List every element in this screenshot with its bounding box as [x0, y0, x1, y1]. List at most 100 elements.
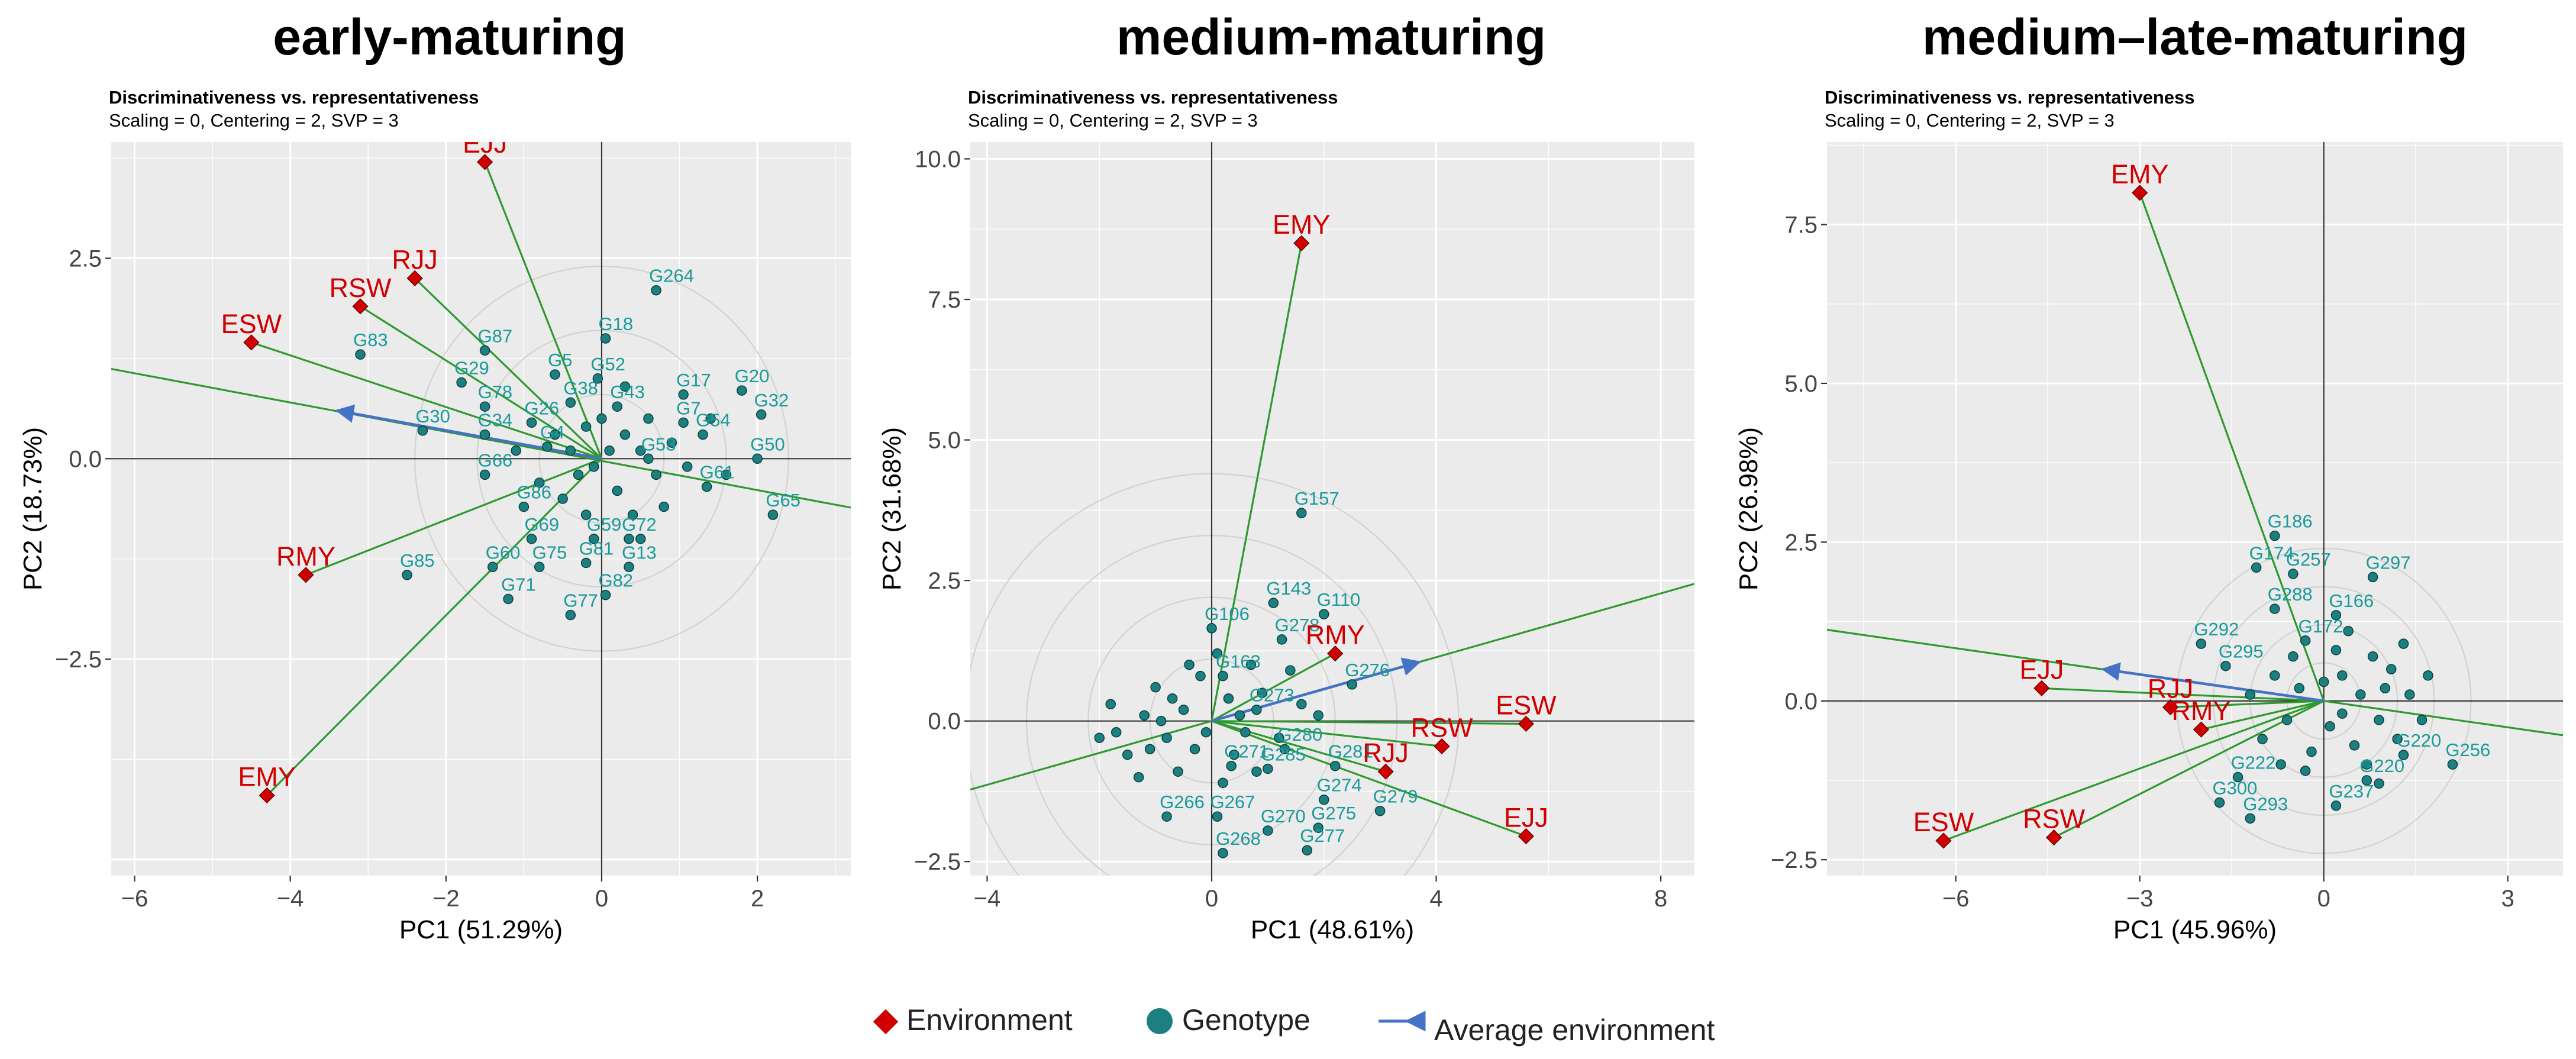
genotype-point: [1234, 710, 1245, 721]
genotype-point: [1319, 794, 1329, 805]
genotype-point: [2349, 740, 2360, 751]
genotype-point: [1139, 710, 1150, 721]
panel-subtitle-bold: Discriminativeness vs. representativenes…: [109, 87, 479, 108]
genotype-point: [542, 441, 553, 452]
genotype-point: [2300, 766, 2311, 776]
x-tick-label: 8: [1654, 886, 1667, 912]
environment-vector: [1210, 243, 1303, 721]
genotype-point: [612, 401, 623, 412]
genotype-point: [589, 461, 599, 472]
genotype-point: [526, 534, 537, 544]
genotype-point: [580, 509, 592, 520]
genotype-point: [355, 349, 366, 360]
genotype-label: G4: [540, 422, 564, 443]
genotype-label: G110: [1317, 589, 1361, 610]
x-tick-label: −6: [1942, 886, 1970, 912]
genotype-point: [526, 417, 537, 428]
genotype-point: [573, 469, 584, 480]
genotype-point: [2318, 676, 2329, 687]
genotype-point: [2374, 778, 2384, 789]
genotype-point: [1240, 727, 1251, 738]
genotype-point: [624, 561, 634, 573]
environment-marker: [1327, 645, 1344, 662]
y-tick-label: 7.5: [928, 287, 961, 313]
environment-vector: [266, 458, 603, 796]
genotype-point: [534, 561, 545, 573]
environment-vector: [414, 277, 603, 460]
genotype-label: G85: [400, 550, 435, 571]
genotype-label: G86: [517, 482, 551, 503]
genotype-point: [624, 534, 634, 544]
genotype-label: G17: [676, 370, 711, 390]
genotype-label: G256: [2445, 740, 2490, 760]
genotype-point: [2343, 625, 2354, 637]
environment-vector: [1211, 653, 1336, 722]
genotype-label: G20: [735, 366, 770, 386]
environment-vector: [2201, 700, 2325, 731]
y-tick-label: −2.5: [914, 849, 961, 875]
genotype-label: G174: [2249, 543, 2294, 563]
genotype-point: [1206, 623, 1217, 634]
environment-marker: [243, 334, 260, 351]
y-axis-label: PC2 (31.68%): [877, 427, 906, 590]
genotype-label: G266: [1160, 792, 1205, 812]
average-environment-arrow: [2101, 662, 2325, 702]
genotype-point: [479, 469, 490, 480]
genotype-point: [1150, 682, 1161, 693]
genotype-point: [1111, 727, 1122, 738]
genotype-point: [767, 509, 779, 520]
genotype-label: G295: [2219, 641, 2264, 662]
genotype-point: [550, 369, 560, 380]
genotype-label: G43: [610, 382, 645, 402]
y-tick-label: 10.0: [915, 147, 961, 173]
environment-label: EJJ: [463, 128, 507, 159]
genotype-point: [2251, 562, 2262, 573]
genotype-point: [737, 385, 747, 396]
genotype-point: [565, 609, 576, 621]
x-tick-label: 0: [595, 886, 608, 912]
environment-vector: [360, 305, 602, 460]
environment-label: RSW: [2023, 804, 2086, 834]
environment-label: EMY: [238, 761, 296, 792]
genotype-label: G26: [525, 398, 560, 418]
y-axis-label: PC2 (26.98%): [1734, 427, 1763, 590]
genotype-label: G292: [2194, 619, 2239, 640]
genotype-label: G66: [478, 450, 513, 470]
genotype-point: [635, 534, 646, 544]
genotype-point: [2361, 759, 2372, 770]
genotype-label: G273: [1250, 685, 1295, 706]
environment-vector: [2139, 192, 2325, 702]
genotype-point: [2404, 689, 2415, 700]
genotype-label: G53: [641, 434, 676, 454]
environment-marker: [406, 270, 423, 286]
environment-label: RJJ: [2148, 673, 2194, 703]
biplot-panel-1: early-maturing Discriminativeness vs. rep…: [18, 9, 851, 944]
genotype-label: G277: [1300, 825, 1345, 846]
genotype-point: [2220, 660, 2231, 671]
genotype-point: [678, 389, 689, 400]
genotype-label: G59: [587, 514, 622, 535]
genotype-label: G81: [579, 538, 614, 558]
genotype-point: [487, 561, 498, 573]
genotype-point: [635, 445, 646, 456]
genotype-label: G29: [454, 358, 489, 379]
environment-vector: [2041, 687, 2324, 702]
panel-subtitle: Scaling = 0, Centering = 2, SVP = 3: [968, 110, 1258, 131]
y-tick-label: 0.0: [1784, 689, 1818, 715]
environment-marker: [2162, 699, 2179, 716]
panel-subtitle-bold: Discriminativeness vs. representativenes…: [968, 87, 1338, 108]
panel-subtitle: Scaling = 0, Centering = 2, SVP = 3: [1825, 110, 2115, 131]
environment-marker: [1518, 828, 1534, 845]
genotype-label: G267: [1210, 792, 1255, 812]
genotype-label: G71: [501, 574, 536, 595]
genotype-point: [1263, 763, 1273, 774]
y-tick-label: 2.5: [1784, 530, 1818, 556]
environment-vector: [1211, 720, 1386, 773]
x-axis-label: PC1 (48.61%): [1251, 915, 1414, 944]
x-tick-label: 2: [751, 886, 764, 912]
genotype-point: [678, 417, 689, 428]
genotype-label: G30: [415, 406, 450, 427]
genotype-point: [1251, 766, 1262, 777]
legend-average-label: Average environment: [1434, 1013, 1715, 1047]
environment-marker: [477, 154, 493, 170]
